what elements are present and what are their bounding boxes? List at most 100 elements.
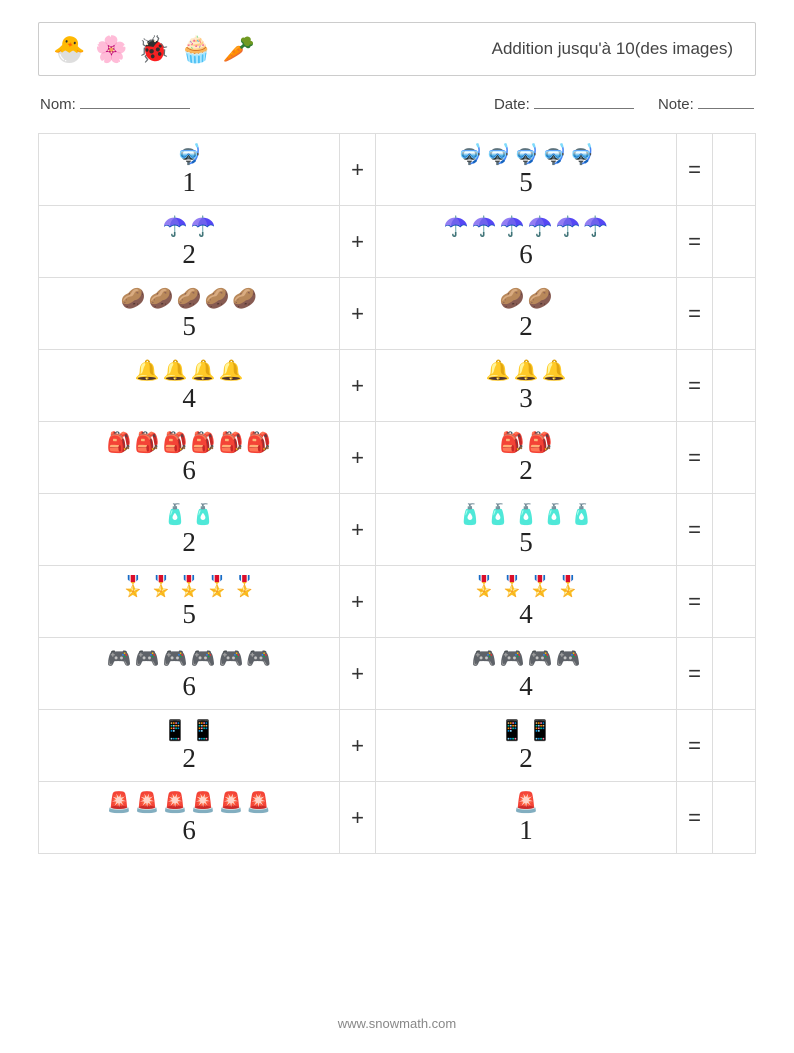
count-icon: 📱	[500, 721, 525, 741]
operand-digit: 2	[39, 239, 339, 275]
equals-operator: =	[677, 278, 713, 350]
problem-row: 🥔🥔🥔🥔🥔5+🥔🥔2=	[39, 278, 756, 350]
count-icons: 🤿🤿🤿🤿🤿	[376, 137, 676, 167]
problem-row: 🚨🚨🚨🚨🚨🚨6+🚨1=	[39, 782, 756, 854]
operand-digit: 4	[376, 599, 676, 635]
answer-cell[interactable]	[712, 710, 755, 782]
equals-operator: =	[677, 782, 713, 854]
answer-cell[interactable]	[712, 494, 755, 566]
date-blank[interactable]	[534, 94, 634, 109]
count-icon: 🔔	[486, 361, 511, 381]
count-icon: 🚨	[246, 793, 271, 813]
count-icons: 🎒🎒	[376, 425, 676, 455]
operand-digit: 5	[376, 527, 676, 563]
equals-operator: =	[677, 710, 713, 782]
count-icon: 🎮	[246, 649, 271, 669]
operand-b: 🎮🎮🎮🎮4	[375, 638, 676, 710]
answer-cell[interactable]	[712, 134, 755, 206]
date-label: Date:	[494, 96, 530, 113]
answer-cell[interactable]	[712, 566, 755, 638]
count-icon: 🧴	[569, 505, 594, 525]
operand-digit: 3	[376, 383, 676, 419]
header-icon-row: 🐣 🌸 🐞 🧁 🥕	[53, 36, 255, 62]
count-icon: ☂️	[472, 217, 497, 237]
answer-cell[interactable]	[712, 638, 755, 710]
problems-table: 🤿1+🤿🤿🤿🤿🤿5=☂️☂️2+☂️☂️☂️☂️☂️☂️6=🥔🥔🥔🥔🥔5+🥔🥔2…	[38, 133, 756, 854]
plus-operator: +	[340, 494, 376, 566]
plus-operator: +	[340, 278, 376, 350]
answer-cell[interactable]	[712, 422, 755, 494]
answer-cell[interactable]	[712, 782, 755, 854]
plus-operator: +	[340, 782, 376, 854]
date-field: Date:	[494, 94, 634, 113]
count-icon: 🤿	[514, 145, 539, 165]
plus-operator: +	[340, 566, 376, 638]
count-icon: 🚨	[218, 793, 243, 813]
count-icon: 🤿	[542, 145, 567, 165]
count-icons: 🔔🔔🔔	[376, 353, 676, 383]
operand-a: 📱📱2	[39, 710, 340, 782]
note-blank[interactable]	[698, 94, 754, 109]
plus-operator: +	[340, 134, 376, 206]
count-icon: 🎖️	[232, 577, 257, 597]
answer-cell[interactable]	[712, 350, 755, 422]
count-icon: 🎒	[218, 433, 243, 453]
count-icon: 🎖️	[149, 577, 174, 597]
count-icon: 🔔	[514, 361, 539, 381]
count-icons: 🔔🔔🔔🔔	[39, 353, 339, 383]
operand-digit: 2	[39, 527, 339, 563]
problem-row: 🎖️🎖️🎖️🎖️🎖️5+🎖️🎖️🎖️🎖️4=	[39, 566, 756, 638]
count-icon: 🔔	[191, 361, 216, 381]
count-icon: 🤿	[177, 145, 202, 165]
note-label: Note:	[658, 96, 694, 113]
count-icon: 🎖️	[472, 577, 497, 597]
operand-digit: 6	[39, 815, 339, 851]
count-icon: 🎒	[107, 433, 132, 453]
count-icon: 🎒	[528, 433, 553, 453]
meta-line: Nom: Date: Note:	[40, 94, 754, 113]
count-icon: 🎖️	[205, 577, 230, 597]
plus-operator: +	[340, 710, 376, 782]
count-icon: 🎖️	[500, 577, 525, 597]
count-icons: 🧴🧴🧴🧴🧴	[376, 497, 676, 527]
operand-digit: 1	[376, 815, 676, 851]
count-icon: 🚨	[163, 793, 188, 813]
count-icon: 🥔	[528, 289, 553, 309]
count-icon: 🎮	[163, 649, 188, 669]
count-icon: 🔔	[542, 361, 567, 381]
pot-icon: 🧁	[180, 36, 212, 62]
count-icon: 🔔	[218, 361, 243, 381]
count-icon: 🧴	[191, 505, 216, 525]
equals-operator: =	[677, 134, 713, 206]
count-icon: 🎒	[163, 433, 188, 453]
count-icon: ☂️	[444, 217, 469, 237]
count-icon: 🚨	[191, 793, 216, 813]
operand-digit: 6	[39, 671, 339, 707]
count-icon: 🔔	[163, 361, 188, 381]
carrot-icon: 🥕	[223, 36, 255, 62]
operand-b: 🥔🥔2	[375, 278, 676, 350]
worksheet-header: 🐣 🌸 🐞 🧁 🥕 Addition jusqu'à 10(des images…	[38, 22, 756, 76]
count-icon: ☂️	[583, 217, 608, 237]
answer-cell[interactable]	[712, 278, 755, 350]
count-icon: 🥔	[232, 289, 257, 309]
count-icon: ☂️	[163, 217, 188, 237]
count-icons: 🤿	[39, 137, 339, 167]
count-icon: 🎖️	[121, 577, 146, 597]
operand-digit: 2	[376, 743, 676, 779]
operand-digit: 4	[39, 383, 339, 419]
name-blank[interactable]	[80, 94, 190, 109]
count-icon: 🧴	[514, 505, 539, 525]
worksheet-title: Addition jusqu'à 10(des images)	[492, 39, 741, 59]
count-icons: 🚨🚨🚨🚨🚨🚨	[39, 785, 339, 815]
count-icon: 🎖️	[528, 577, 553, 597]
operand-a: 🎮🎮🎮🎮🎮🎮6	[39, 638, 340, 710]
equals-operator: =	[677, 638, 713, 710]
count-icon: 🎒	[246, 433, 271, 453]
count-icon: 🥔	[205, 289, 230, 309]
answer-cell[interactable]	[712, 206, 755, 278]
count-icons: 🚨	[376, 785, 676, 815]
operand-digit: 1	[39, 167, 339, 203]
count-icon: 🥔	[121, 289, 146, 309]
operand-digit: 6	[39, 455, 339, 491]
